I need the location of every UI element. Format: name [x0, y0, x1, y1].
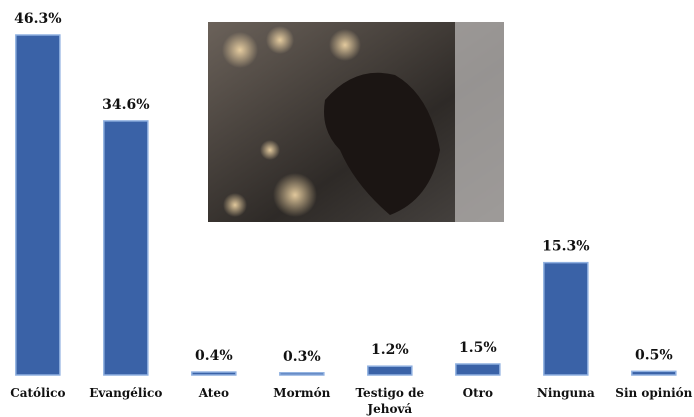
bar	[103, 120, 149, 376]
bar	[279, 372, 325, 376]
bar	[631, 370, 677, 376]
page: 46.3%34.6%0.4%0.3%1.2%1.5%15.3%0.5% (() …	[10, 11, 693, 416]
value-label: 1.2%	[371, 342, 409, 358]
chart: 46.3% 34.6% 0.4% 0.3% 1.2% 1.5% 15.3% 0.5%	[14, 11, 677, 376]
category-label: Evangélico	[89, 386, 163, 400]
value-label: 15.3%	[542, 239, 589, 255]
value-label: 34.6%	[102, 97, 149, 113]
bar	[367, 365, 413, 376]
category-label: Católico	[10, 386, 66, 400]
bar	[191, 371, 237, 376]
category-label: Mormón	[273, 386, 331, 400]
value-label: 0.4%	[195, 348, 233, 364]
category-label: Ateo	[198, 386, 229, 400]
category-label: Ninguna	[536, 386, 595, 400]
category-label: Testigo de Jehová	[355, 386, 425, 416]
bar	[455, 363, 501, 376]
bar	[15, 34, 61, 376]
value-label: 1.5%	[459, 340, 497, 356]
value-label: 46.3%	[14, 11, 61, 27]
bar	[543, 261, 589, 376]
category-label: Otro	[462, 386, 493, 400]
category-label: Sin opinión	[615, 386, 693, 400]
value-label: 0.3%	[283, 349, 321, 365]
photo	[208, 22, 504, 222]
value-label: 0.5%	[635, 347, 673, 363]
